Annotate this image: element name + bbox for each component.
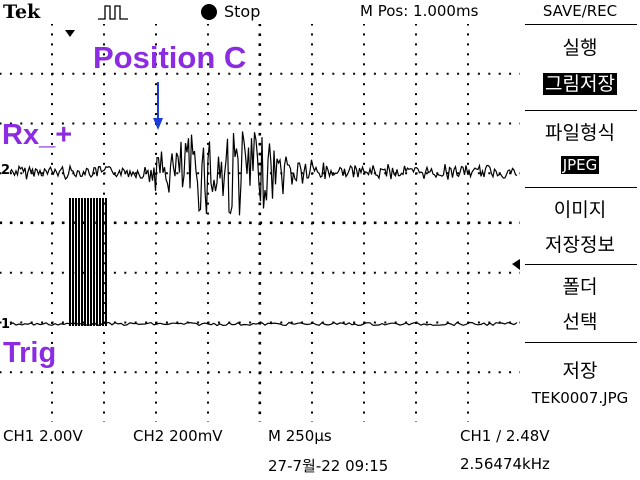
folder-label-1: 폴더 [562,276,598,298]
image-info-label-1: 이미지 [553,199,607,221]
position-c-arrow [153,82,163,130]
file-format-label: 파일형식 [545,122,615,144]
graticule [0,24,520,422]
ch1-scale: CH1 2.00V [3,427,83,445]
brand-logo: Tek [3,1,41,23]
folder-label-2: 선택 [562,311,598,333]
menu-file-format-button[interactable]: 파일형식 JPEG [520,118,640,175]
trig-label: Trig [3,337,57,369]
image-info-label-2: 저장정보 [545,234,615,256]
menu-image-info-button[interactable]: 이미지 저장정보 [520,195,640,257]
menu-separator [525,24,637,25]
date-time: 27-7월-22 09:15 [268,457,389,475]
file-format-value: JPEG [560,156,600,174]
menu-separator [525,342,637,343]
menu-image-save-button[interactable]: 그림저장 [520,69,640,96]
save-label: 저장 [562,360,598,382]
ch1-waveform [9,321,518,327]
horizontal-position: M Pos: 1.000ms [360,2,479,20]
ch2-scale: CH2 200mV [133,427,223,445]
run-state: Stop [224,2,261,21]
menu-run-button[interactable]: 실행 [562,37,598,59]
stop-indicator-icon [201,4,217,20]
position-c-label: Position C [93,40,247,75]
menu-separator [525,264,637,265]
menu-separator [525,110,637,111]
pulse-trigger-icon [98,5,128,20]
trigger-position-marker [65,30,75,37]
menu-title: SAVE/REC [542,2,618,20]
image-save-label: 그림저장 [543,73,617,95]
menu-separator [525,187,637,188]
menu-save-button[interactable]: 저장 TEK0007.JPG [520,356,640,407]
trigger-burst [69,198,107,326]
top-status-bar: Tek Stop M Pos: 1.000ms [0,0,520,24]
trigger-level-marker [512,259,520,270]
bottom-status-bar: CH1 2.00V CH2 200mV M 250µs CH1 ∕ 2.48V … [0,425,640,480]
waveform-screen [0,24,520,422]
ch2-ground-marker: 2 [1,163,11,178]
menu-folder-button[interactable]: 폴더 선택 [520,272,640,334]
timebase: M 250µs [268,427,332,445]
save-filename: TEK0007.JPG [531,389,629,407]
trigger-setting: CH1 ∕ 2.48V [460,427,550,445]
ch2-waveform [9,131,518,216]
rx-label: Rx_+ [2,119,73,151]
trigger-frequency: 2.56474kHz [460,455,550,473]
save-rec-menu: SAVE/REC 실행 그림저장 파일형식 JPEG 이미지 저장정보 폴더 선… [520,0,640,422]
ch1-ground-marker: 1 [1,317,11,332]
